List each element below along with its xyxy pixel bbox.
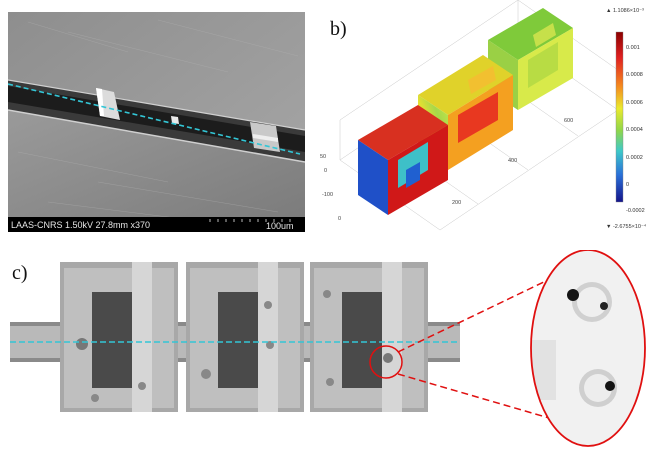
cb-tick: 0.0006 <box>626 100 643 106</box>
x-tick-600: 600 <box>564 118 573 124</box>
cb-tick: 0.0008 <box>626 72 643 78</box>
cb-tick: 0.0002 <box>626 155 643 161</box>
x-tick-minus100: -100 <box>322 192 333 198</box>
zoom-view <box>531 250 645 446</box>
simulation-plot: 50 0 -100 0 200 400 600 ▲ 1.1086×10⁻³ ▼ … <box>320 0 647 231</box>
chamber-1 <box>60 262 178 412</box>
particle-1 <box>567 289 579 301</box>
colorbar-min: ▼ -2.6755×10⁻⁴ <box>606 223 647 230</box>
cb-tick: -0.0002 <box>626 208 645 214</box>
cb-tick: 0.0004 <box>626 127 643 133</box>
panel-label-c: c) <box>12 262 28 284</box>
chamber-3 <box>310 262 428 412</box>
guide-line-a <box>8 83 301 155</box>
cb-tick: 0.001 <box>626 45 640 51</box>
zoom-line-top <box>397 279 549 353</box>
zoom-ellipse <box>530 250 646 447</box>
x-tick-400: 400 <box>508 158 517 164</box>
micrograph <box>10 250 646 447</box>
y-tick-0: 0 <box>324 168 327 174</box>
x-tick-0: 0 <box>338 216 341 222</box>
colorbar <box>615 31 624 203</box>
serpentine-model <box>358 8 573 215</box>
highlight-circle <box>369 345 403 379</box>
scale-bar-label: 100um <box>266 221 294 231</box>
sem-image: LAAS-CNRS 1.50kV 27.8mm x370 100um <box>8 12 305 232</box>
chamber-2 <box>186 262 304 412</box>
x-tick-200: 200 <box>452 200 461 206</box>
sem-info-text: LAAS-CNRS 1.50kV 27.8mm x370 <box>11 220 150 230</box>
colorbar-max: ▲ 1.1086×10⁻³ <box>606 8 644 14</box>
panel-label-b: b) <box>330 18 347 40</box>
cb-tick: 0 <box>626 182 629 188</box>
zoom-line-bottom <box>397 373 557 421</box>
particle-2 <box>605 381 615 391</box>
y-tick-50: 50 <box>320 154 326 160</box>
